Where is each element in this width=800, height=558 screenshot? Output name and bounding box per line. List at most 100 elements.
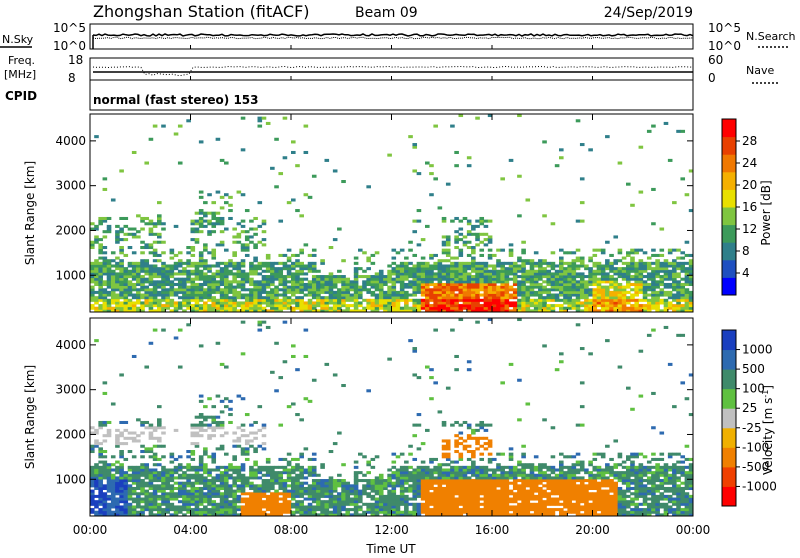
power-cell [530,278,535,281]
power-cell [454,164,459,167]
velocity-cell [308,498,313,501]
velocity-cell [111,500,116,503]
velocity-cell [492,503,497,506]
velocity-cell [287,484,292,487]
power-cell [475,286,480,289]
power-cell [534,264,539,267]
velocity-cell [228,490,233,493]
power-cell [241,117,246,120]
power-cell [475,301,480,304]
power-cell [538,264,543,267]
velocity-cell [433,508,438,511]
power-cell [467,299,472,302]
velocity-cell [337,508,342,511]
power-cell [136,294,141,297]
power-cell [262,264,267,267]
power-cell [404,267,409,270]
velocity-cell [350,503,355,506]
velocity-cell [366,479,371,482]
power-cell [563,262,568,265]
velocity-cell [475,468,480,471]
power-cell [366,301,371,304]
power-cell [237,191,242,194]
power-cell [128,299,133,302]
velocity-cell [379,492,384,495]
power-cell [149,304,154,307]
power-cell [450,299,455,302]
velocity-cell [366,508,371,511]
velocity-cell [232,432,237,435]
velocity-cell [174,487,179,490]
power-cell [253,267,258,270]
power-cell [425,272,430,275]
power-cell [542,267,547,270]
power-cell [325,307,330,310]
power-cell [438,272,443,275]
velocity-cell [140,479,145,482]
power-cell [555,299,560,302]
velocity-cell [258,490,263,493]
velocity-cell [341,492,346,495]
power-cell [270,264,275,267]
power-cell [211,278,216,281]
velocity-cell [149,492,154,495]
power-cell [651,188,656,191]
velocity-cell [488,439,493,442]
power-cell [609,294,614,297]
velocity-cell [253,450,258,453]
power-cell [119,296,124,299]
velocity-cell [132,355,137,358]
velocity-cell [253,503,258,506]
power-cell [572,267,577,270]
power-cell [170,304,175,307]
power-cell [220,230,225,233]
power-cell [182,267,187,270]
power-cell [680,304,685,307]
power-cell [358,296,363,299]
power-cell [668,283,673,286]
velocity-cell [450,471,455,474]
velocity-cell [245,447,250,450]
power-cell [433,267,438,270]
power-cell [421,283,426,286]
power-cell [417,270,422,273]
power-cell [203,249,208,252]
velocity-cell [98,455,103,458]
power-cell [278,270,283,273]
velocity-cell [467,466,472,469]
power-cell [433,296,438,299]
power-cell [421,288,426,291]
power-cell [500,288,505,291]
velocity-cell [291,344,296,347]
velocity-cell [438,484,443,487]
velocity-cell [220,426,225,429]
power-cell [634,272,639,275]
velocity-cell [203,500,208,503]
velocity-cell [479,458,484,461]
power-cell [647,130,652,133]
velocity-cell [513,487,518,490]
power-cell [588,288,593,291]
velocity-cell [429,474,434,477]
power-cell [211,288,216,291]
velocity-cell [304,355,309,358]
velocity-cell [144,421,149,424]
velocity-cell [484,482,489,485]
velocity-cell [287,503,292,506]
colorbar-tick-label: 8 [742,244,750,258]
power-cell [98,299,103,302]
velocity-cell [157,498,162,501]
velocity-cell [496,476,501,479]
velocity-cell [90,511,95,514]
power-cell [287,291,292,294]
power-cell [421,270,426,273]
power-cell [220,267,225,270]
velocity-cell [249,508,254,511]
power-cell [605,264,610,267]
power-cell [647,257,652,260]
power-cell [224,278,229,281]
velocity-cell [211,479,216,482]
power-cell [500,286,505,289]
velocity-cell [103,476,108,479]
power-cell [542,259,547,262]
